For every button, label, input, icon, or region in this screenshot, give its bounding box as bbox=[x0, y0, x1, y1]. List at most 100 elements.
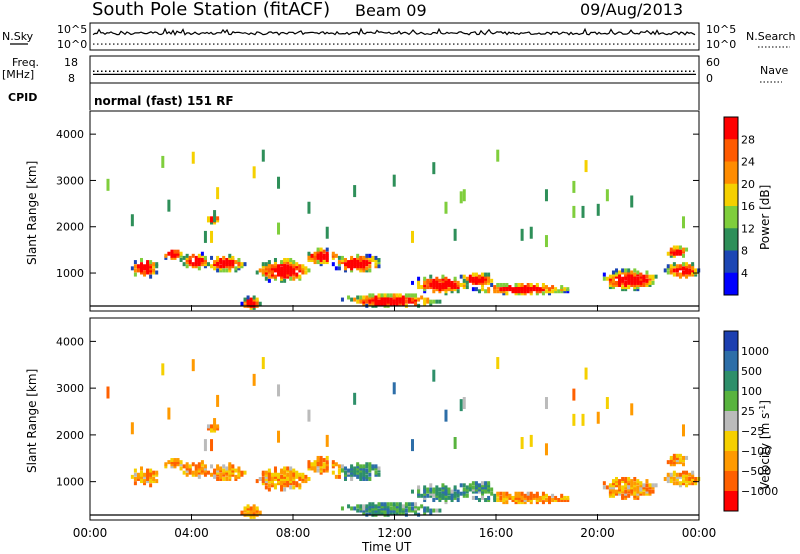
power-cell bbox=[243, 262, 247, 267]
velocity-cell bbox=[200, 466, 204, 471]
power-cell bbox=[340, 257, 344, 262]
power-cell bbox=[624, 276, 628, 281]
velocity-cell bbox=[304, 474, 308, 479]
power-cell bbox=[273, 264, 277, 269]
power-cell bbox=[541, 291, 545, 296]
velocity-cell bbox=[283, 479, 287, 484]
velocity-cell bbox=[645, 487, 649, 492]
power-cell bbox=[365, 295, 369, 300]
velocity-cell bbox=[450, 491, 454, 496]
power-cell bbox=[566, 289, 570, 294]
power-cell bbox=[325, 257, 329, 262]
power-cell bbox=[283, 257, 287, 262]
velocity-cell bbox=[529, 491, 533, 496]
velocity-cell bbox=[316, 462, 320, 467]
power-cell bbox=[210, 255, 214, 260]
power-cell bbox=[356, 262, 360, 267]
velocity-cell bbox=[133, 472, 137, 477]
power-cell bbox=[292, 262, 296, 267]
power-cell bbox=[368, 264, 372, 269]
velocity-cell bbox=[462, 487, 466, 492]
power-cell bbox=[484, 276, 488, 281]
velocity-cell bbox=[267, 472, 271, 477]
power-cell bbox=[280, 262, 284, 267]
velocity-cell bbox=[139, 479, 143, 484]
power-cell bbox=[182, 262, 186, 267]
velocity-cell bbox=[535, 500, 539, 505]
power-cell bbox=[310, 255, 314, 260]
freq-tick-top: 18 bbox=[64, 56, 78, 69]
power-cell bbox=[432, 299, 436, 304]
power-cell bbox=[410, 230, 414, 243]
velocity-cell bbox=[639, 489, 643, 494]
velocity-cell bbox=[386, 510, 390, 515]
power-cell bbox=[535, 291, 539, 296]
velocity-cell bbox=[371, 464, 375, 469]
noise-traces bbox=[92, 27, 696, 45]
power-cell bbox=[395, 301, 399, 306]
velocity-cell bbox=[505, 493, 509, 498]
power-cell bbox=[678, 249, 682, 254]
power-cell bbox=[572, 180, 576, 193]
velocity-cell bbox=[191, 462, 195, 467]
velocity-cell bbox=[331, 464, 335, 469]
velocity-cell bbox=[219, 468, 223, 473]
velocity-cell bbox=[462, 483, 466, 488]
power-cell bbox=[368, 299, 372, 304]
velocity-cell bbox=[444, 498, 448, 503]
power-cell bbox=[453, 282, 457, 287]
velocity-cell bbox=[621, 476, 625, 481]
power-cell bbox=[179, 253, 183, 258]
velocity-cell bbox=[283, 468, 287, 473]
velocity-cell bbox=[362, 474, 366, 479]
power-cell bbox=[685, 268, 689, 273]
power-cell bbox=[149, 264, 153, 269]
power-cell bbox=[630, 278, 634, 283]
power-cell bbox=[611, 278, 615, 283]
beam-label: Beam 09 bbox=[355, 1, 427, 20]
power-cell bbox=[544, 289, 548, 294]
velocity-cell bbox=[608, 489, 612, 494]
power-cell bbox=[374, 301, 378, 306]
power-cell bbox=[167, 199, 171, 212]
velocity-cell bbox=[633, 489, 637, 494]
power-cell bbox=[532, 285, 536, 290]
power-cell bbox=[389, 293, 393, 298]
velocity-cell bbox=[270, 483, 274, 488]
velocity-cell bbox=[273, 470, 277, 475]
power-cell bbox=[678, 266, 682, 271]
velocity-cell bbox=[663, 476, 667, 481]
power-cell bbox=[615, 270, 619, 275]
power-cell bbox=[155, 270, 159, 275]
power-cell bbox=[529, 226, 533, 239]
velocity-cell bbox=[152, 476, 156, 481]
power-cell bbox=[143, 264, 147, 269]
velocity-cell bbox=[277, 479, 281, 484]
velocity-cell bbox=[289, 474, 293, 479]
velocity-cell bbox=[678, 460, 682, 465]
velocity-cell bbox=[325, 455, 329, 460]
power-cell bbox=[685, 264, 689, 269]
power-cell bbox=[554, 289, 558, 294]
velocity-cell bbox=[645, 491, 649, 496]
velocity-cell bbox=[541, 500, 545, 505]
velocity-cell bbox=[487, 495, 491, 500]
velocity-cell bbox=[654, 483, 658, 488]
velocity-cell bbox=[435, 493, 439, 498]
power-cell bbox=[374, 255, 378, 260]
velocity-cell bbox=[225, 470, 229, 475]
power-cell bbox=[301, 264, 305, 269]
velocity-cell bbox=[386, 504, 390, 509]
velocity-cell bbox=[420, 493, 424, 498]
power-cell bbox=[675, 249, 679, 254]
velocity-cell bbox=[219, 474, 223, 479]
velocity-cell bbox=[651, 485, 655, 490]
velocity-cell bbox=[526, 491, 530, 496]
velocity-cell bbox=[681, 474, 685, 479]
velocity-cell bbox=[615, 481, 619, 486]
power-cell bbox=[356, 264, 360, 269]
power-cell bbox=[146, 270, 150, 275]
power-cell bbox=[481, 276, 485, 281]
power-cell bbox=[191, 262, 195, 267]
velocity-cell bbox=[356, 466, 360, 471]
